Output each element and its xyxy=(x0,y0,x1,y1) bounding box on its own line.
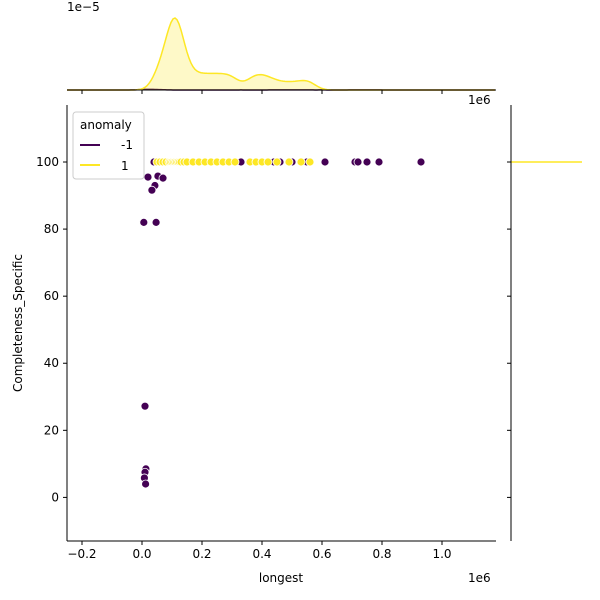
x-tick-label: 0.4 xyxy=(252,547,271,561)
y-axis-label: Completeness_Specific xyxy=(11,254,25,392)
x-tick-label: 1.0 xyxy=(432,547,451,561)
point-anomaly xyxy=(140,401,150,411)
x-tick-label: 0.8 xyxy=(372,547,391,561)
x-tick-label: 0.6 xyxy=(312,547,331,561)
point-anomaly xyxy=(362,157,372,167)
point-anomaly xyxy=(353,157,363,167)
point-normal xyxy=(230,157,240,167)
point-anomaly xyxy=(147,185,157,195)
x-axis-label: longest xyxy=(259,571,304,585)
point-normal xyxy=(272,157,282,167)
kde-fill-1 xyxy=(67,18,496,90)
point-normal xyxy=(263,157,273,167)
y-tick-label: 0 xyxy=(51,490,59,504)
legend-entry-1: 1 xyxy=(121,159,129,173)
y-tick-label: 80 xyxy=(44,222,59,236)
y-tick-label: 40 xyxy=(44,356,59,370)
y-tick-label: 100 xyxy=(36,155,59,169)
y-tick-label: 20 xyxy=(44,423,59,437)
point-anomaly xyxy=(151,217,161,227)
point-anomaly xyxy=(158,173,168,183)
x-tick-label: 0.2 xyxy=(192,547,211,561)
point-anomaly xyxy=(141,479,151,489)
point-anomaly xyxy=(139,217,149,227)
kde-line-1 xyxy=(67,17,495,91)
point-normal xyxy=(305,157,315,167)
top-marginal-kde xyxy=(67,17,496,91)
point-anomaly xyxy=(143,172,153,182)
point-anomaly xyxy=(374,157,384,167)
point-normal xyxy=(296,157,306,167)
x-offset-label-bottom: 1e6 xyxy=(468,571,491,585)
y-tick-label: 60 xyxy=(44,289,59,303)
point-normal xyxy=(284,157,294,167)
point-anomaly xyxy=(320,157,330,167)
top-marginal-offset-label: 1e−5 xyxy=(67,0,100,14)
x-offset-label: 1e6 xyxy=(468,93,491,107)
x-tick-label: −0.2 xyxy=(67,547,96,561)
legend: anomaly -1 1 xyxy=(72,111,145,180)
scatter-points xyxy=(139,157,426,489)
point-anomaly xyxy=(416,157,426,167)
legend-entry--1: -1 xyxy=(121,138,133,152)
legend-title: anomaly xyxy=(80,118,132,132)
x-tick-label: 0.0 xyxy=(132,547,151,561)
